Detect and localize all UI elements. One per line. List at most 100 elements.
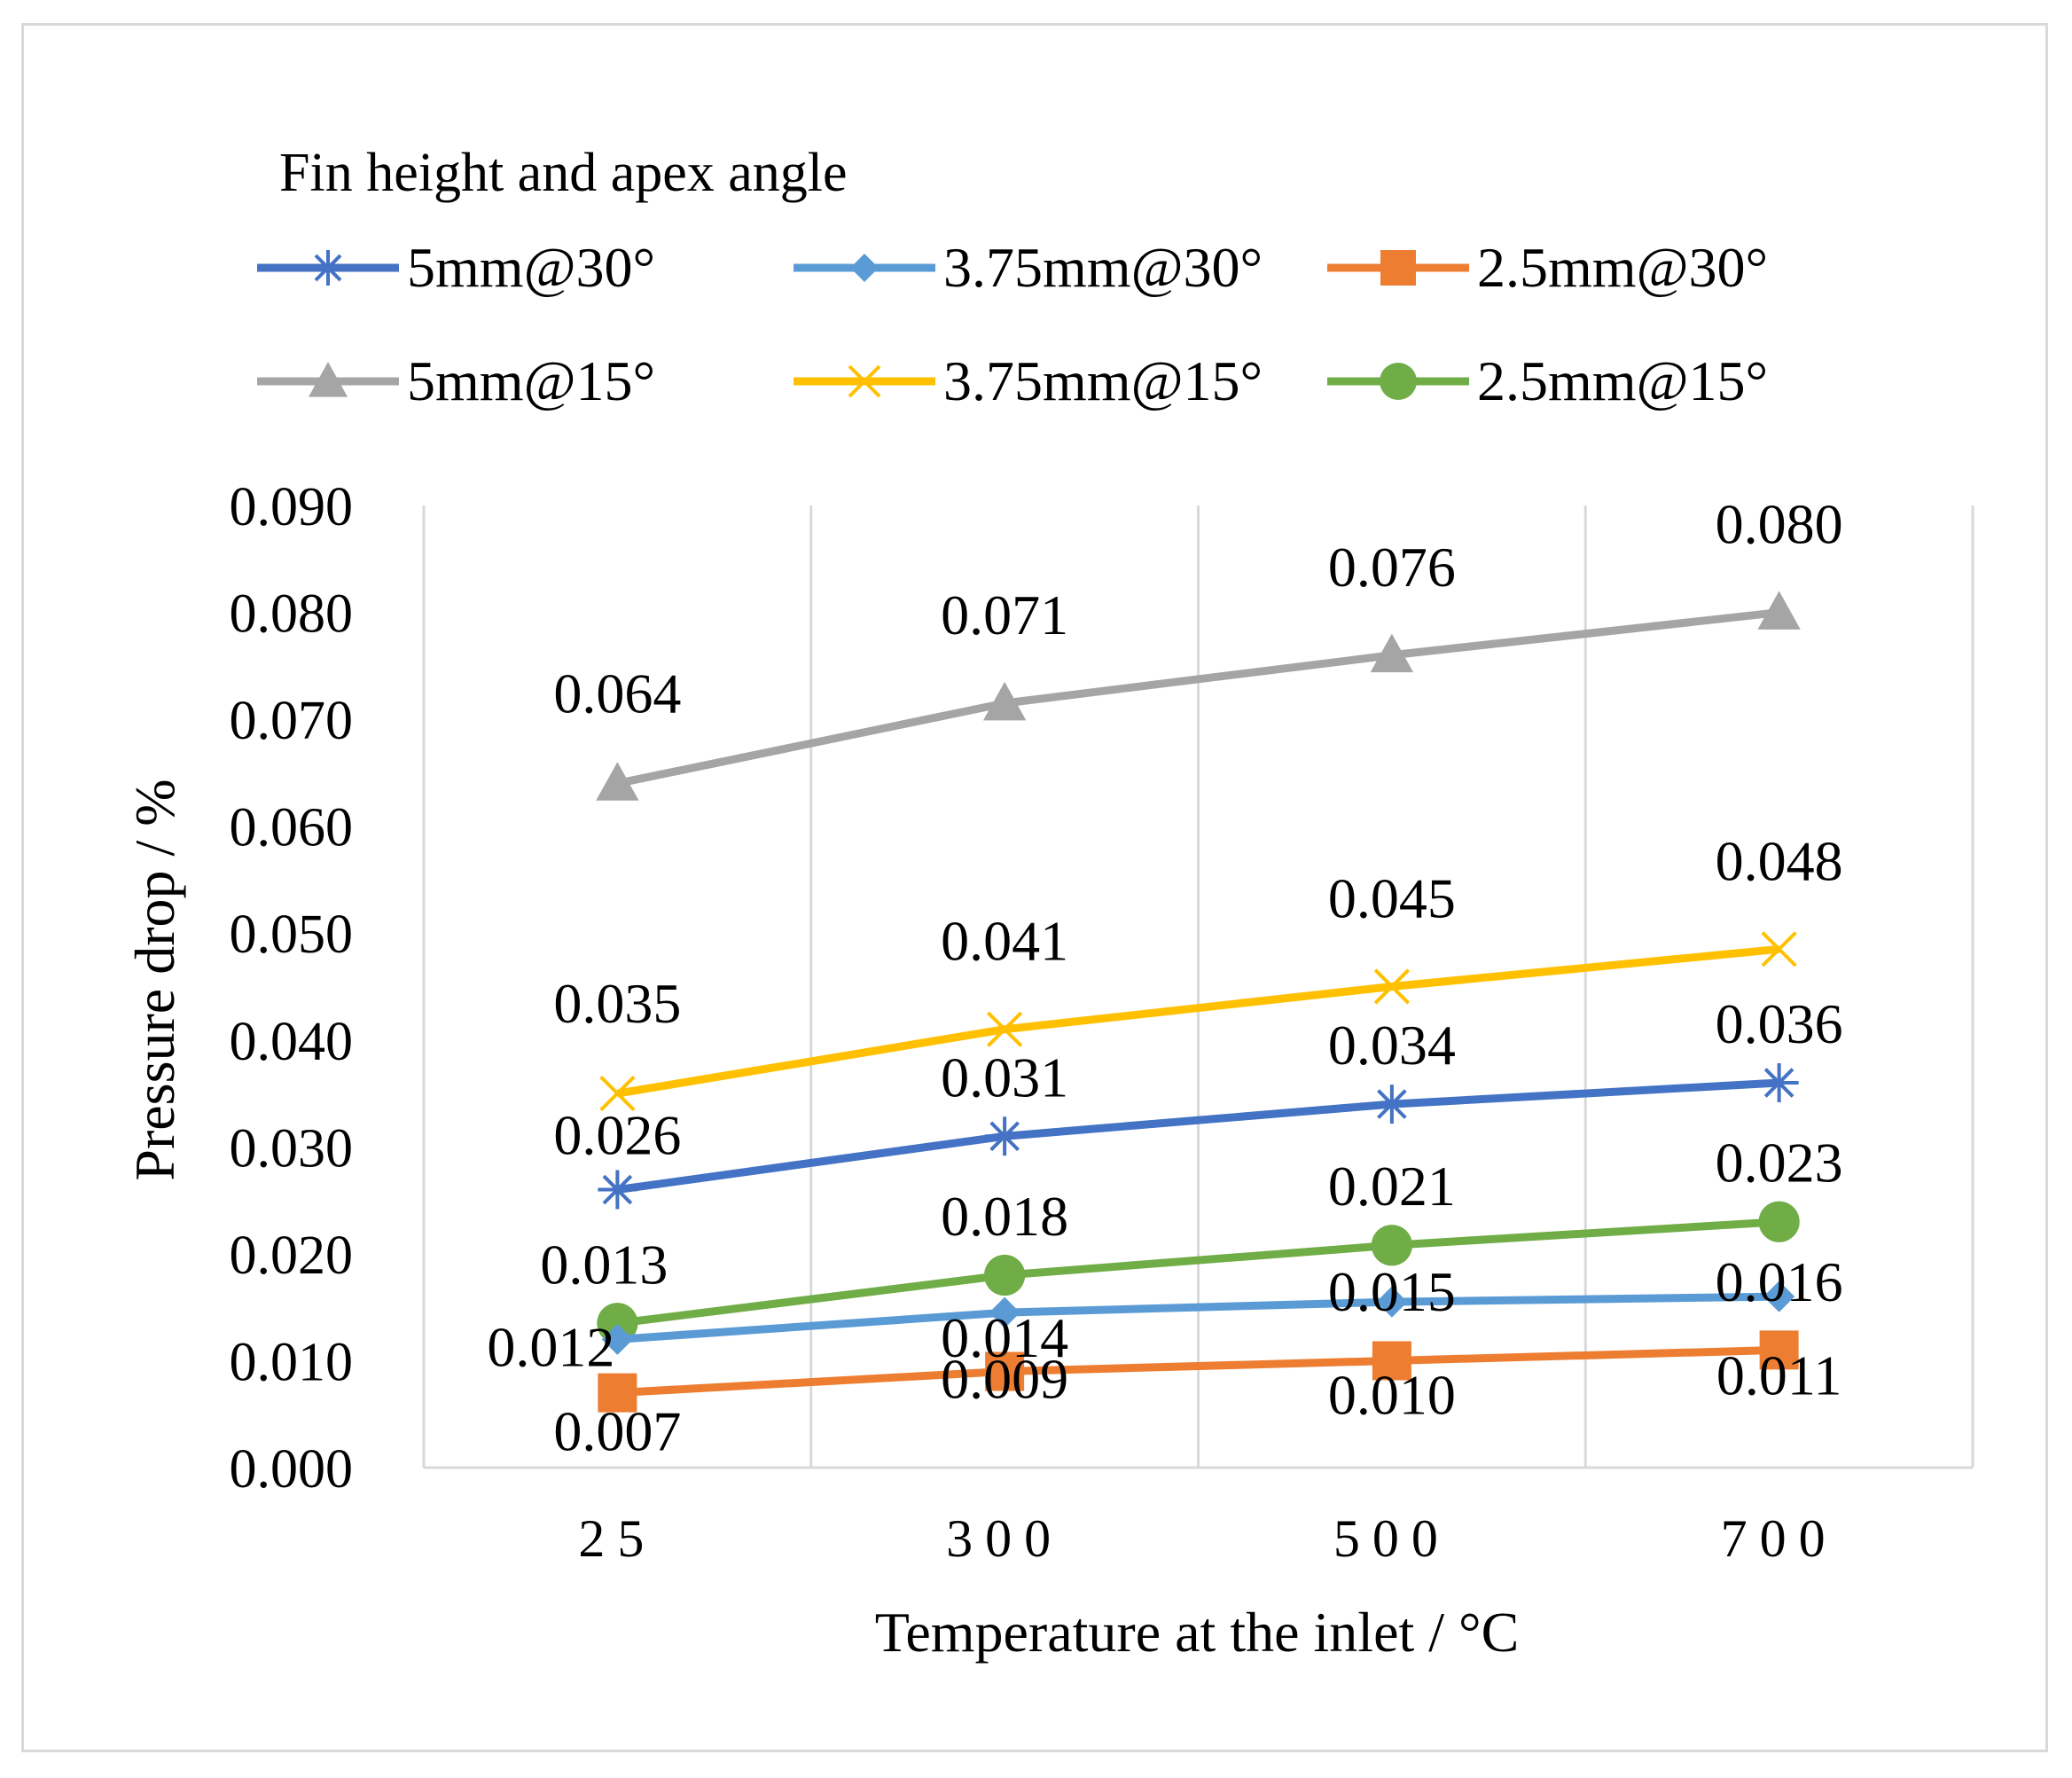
data-label: 0.014 <box>941 1306 1068 1369</box>
legend-item-2.5mm-30[interactable]: 2.5mm@30° <box>1323 232 1768 303</box>
data-label: 0.012 <box>487 1315 614 1378</box>
data-label: 0.018 <box>941 1185 1068 1248</box>
legend-swatch <box>1327 363 1469 400</box>
y-tick-label: 0.020 <box>230 1226 354 1286</box>
legend-marker <box>848 364 881 398</box>
chart-frame <box>21 23 2048 1752</box>
x-tick-label: 25 <box>578 1509 656 1568</box>
legend-label: 3.75mm@30° <box>943 236 1263 299</box>
data-point <box>1371 1225 1412 1266</box>
data-point <box>989 1296 1020 1328</box>
x-tick-label: 500 <box>1333 1509 1450 1568</box>
series-layer <box>596 591 1801 1413</box>
y-tick-label: 0.030 <box>230 1118 354 1179</box>
series-line <box>617 1292 1779 1343</box>
series-line <box>616 944 1780 1098</box>
legend-label: 5mm@30° <box>407 236 656 299</box>
data-point <box>982 681 1027 721</box>
data-point <box>985 1351 1025 1391</box>
data-point <box>987 1011 1023 1047</box>
data-point <box>1759 1063 1799 1102</box>
y-tick-label: 0.090 <box>230 477 354 537</box>
legend-item-3.75mm-15[interactable]: 3.75mm@15° <box>789 346 1263 417</box>
data-point <box>1761 931 1797 967</box>
data-label: 0.015 <box>1328 1260 1456 1323</box>
y-tick-label: 0.000 <box>230 1439 354 1500</box>
data-label: 0.034 <box>1328 1014 1456 1077</box>
data-label: 0.013 <box>540 1233 668 1296</box>
legend-item-3.75mm-30[interactable]: 3.75mm@30° <box>789 232 1263 303</box>
data-label: 0.035 <box>553 972 681 1035</box>
x-axis-title: Temperature at the inlet / °C <box>875 1601 1520 1664</box>
series-2.5mm@30° <box>598 1330 1799 1413</box>
data-point <box>1373 968 1410 1005</box>
legend-marker <box>1380 250 1416 286</box>
legend-item-5mm-30[interactable]: 5mm@30° <box>253 232 655 303</box>
data-label: 0.010 <box>1328 1363 1456 1426</box>
x-tick-label: 300 <box>946 1509 1063 1568</box>
legend-item-2.5mm-15[interactable]: 2.5mm@15° <box>1323 346 1768 417</box>
data-label: 0.048 <box>1716 829 1843 892</box>
legend-swatch <box>1327 250 1469 286</box>
data-label: 0.021 <box>1328 1155 1456 1218</box>
data-point <box>1370 633 1414 673</box>
data-point <box>598 1373 637 1413</box>
y-axis-title: Pressure drop / % <box>123 779 186 1180</box>
series-2.5mm@15° <box>597 1201 1800 1344</box>
series-3.75mm@15° <box>599 931 1797 1112</box>
legend-marker <box>309 362 348 397</box>
data-label: 0.036 <box>1716 992 1843 1055</box>
series-line <box>616 1218 1779 1328</box>
data-label: 0.045 <box>1328 867 1456 930</box>
data-point <box>1376 1286 1408 1318</box>
data-label: 0.080 <box>1716 493 1843 556</box>
data-labels: 0.064 0.071 0.076 0.080 0.035 0.041 0.045 0.048… <box>487 493 1842 1463</box>
legend-title: Fin height and apex angle <box>279 143 848 203</box>
y-tick-label: 0.010 <box>230 1332 354 1392</box>
legend-swatch <box>794 364 935 398</box>
legend-label: 3.75mm@15° <box>943 349 1263 412</box>
data-point <box>1757 591 1801 630</box>
series-5mm@30° <box>598 1063 1799 1210</box>
data-label: 0.076 <box>1328 536 1456 599</box>
data-point <box>1372 1085 1411 1124</box>
legend-marker <box>310 250 346 286</box>
data-label: 0.031 <box>941 1046 1068 1108</box>
legend-label: 2.5mm@15° <box>1477 349 1769 412</box>
legend-label: 2.5mm@30° <box>1477 236 1769 299</box>
series-line <box>616 1078 1779 1194</box>
data-point <box>1763 1281 1795 1312</box>
legend-item-5mm-15[interactable]: 5mm@15° <box>253 346 655 417</box>
data-label: 0.011 <box>1716 1343 1842 1406</box>
data-point <box>601 1323 633 1355</box>
data-label: 0.071 <box>941 584 1068 646</box>
series-line <box>617 1345 1779 1398</box>
data-point <box>1759 1330 1799 1370</box>
y-tick-label: 0.070 <box>230 691 354 751</box>
legend-swatch <box>257 362 399 397</box>
data-point <box>1758 1201 1800 1242</box>
y-tick-label: 0.050 <box>230 905 354 965</box>
y-tick-label: 0.060 <box>230 798 354 858</box>
data-point <box>597 1303 638 1344</box>
data-point <box>598 1170 637 1210</box>
legend-swatch <box>257 250 399 286</box>
data-point <box>985 1116 1025 1156</box>
data-label: 0.023 <box>1716 1132 1843 1194</box>
data-label: 0.041 <box>941 910 1068 973</box>
axes: 0.000 0.010 0.020 0.030 0.040 0.050 0.060 0.070… <box>230 477 1973 1568</box>
data-label: 0.007 <box>553 1400 681 1463</box>
data-label: 0.064 <box>553 662 681 725</box>
data-label: 0.026 <box>553 1104 681 1167</box>
series-line <box>616 608 1780 787</box>
legend-marker <box>1380 363 1417 400</box>
legend-swatch <box>794 254 935 282</box>
data-point <box>984 1254 1026 1296</box>
x-tick-label: 700 <box>1721 1509 1838 1568</box>
data-point <box>1372 1341 1411 1381</box>
data-label: 0.016 <box>1716 1250 1843 1313</box>
data-label: 0.009 <box>941 1348 1068 1411</box>
y-tick-label: 0.040 <box>230 1012 354 1072</box>
y-tick-label: 0.080 <box>230 584 354 645</box>
